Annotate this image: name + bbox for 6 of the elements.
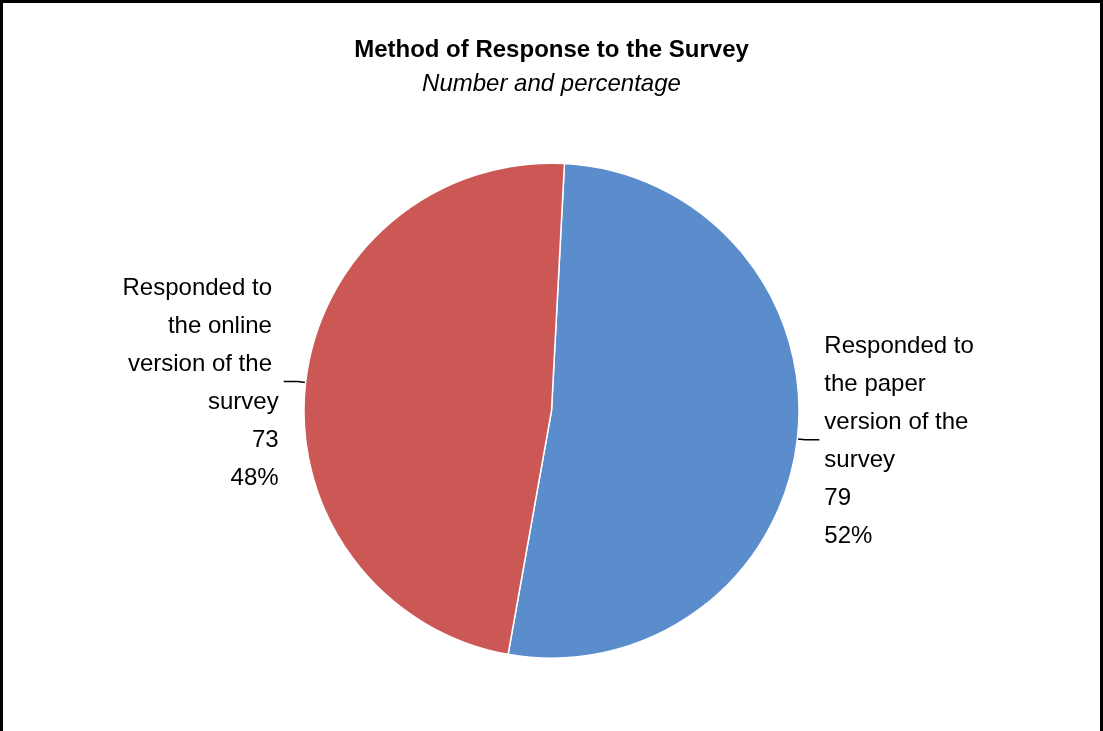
chart-subtitle: Number and percentage <box>422 68 681 96</box>
chart-title: Method of Response to the Survey <box>354 34 750 62</box>
slice-label: Responded to the paper version of the survey <box>824 331 981 473</box>
data-label: 79 52% <box>824 483 873 549</box>
data-label: 73 48% <box>230 425 279 491</box>
slice-label: Responded to the online version of the survey <box>122 273 279 415</box>
